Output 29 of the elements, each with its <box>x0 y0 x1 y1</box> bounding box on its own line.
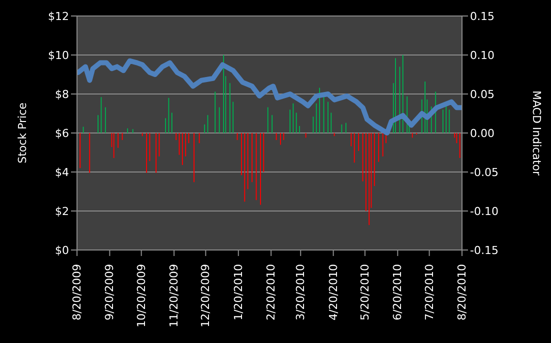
x-tick-label: 10/20/2009 <box>134 264 148 328</box>
y2-axis-title: MACD Indicator <box>530 90 544 176</box>
x-tick-label: 8/20/2009 <box>70 264 84 320</box>
x-tick-label: 12/20/2009 <box>199 264 212 328</box>
y2-tick-label: -0.10 <box>470 204 498 218</box>
y-tick-label: $6 <box>55 126 69 140</box>
x-tick-label: 4/20/2010 <box>326 264 340 320</box>
y-tick-label: $0 <box>55 244 69 257</box>
y-tick-label: $8 <box>55 88 69 101</box>
y-tick-label: $10 <box>48 48 69 62</box>
y-tick-label: $12 <box>48 10 69 23</box>
x-tick-label: 1/20/2010 <box>232 264 245 320</box>
x-tick-label: 2/20/2010 <box>264 264 278 320</box>
y2-tick-label: -0.15 <box>470 244 498 257</box>
y2-tick-label: 0.10 <box>470 48 494 62</box>
y-axis-title: Stock Price <box>16 102 29 164</box>
x-tick-label: 5/20/2010 <box>358 264 372 320</box>
y2-tick-label: 0.05 <box>470 88 494 101</box>
y2-tick-label: 0.15 <box>470 10 494 23</box>
y2-tick-label: 0.00 <box>470 126 494 140</box>
y-tick-label: $4 <box>55 166 69 179</box>
x-tick-label: 6/20/2010 <box>391 264 404 320</box>
x-tick-label: 11/20/2009 <box>168 264 181 328</box>
x-tick-label: 7/20/2010 <box>422 264 436 320</box>
y-tick-label: $2 <box>55 204 69 218</box>
x-tick-label: 3/20/2010 <box>294 264 308 320</box>
x-tick-label: 9/20/2009 <box>103 264 116 320</box>
y2-tick-label: -0.05 <box>470 166 498 179</box>
x-tick-label: 8/20/2010 <box>456 264 468 320</box>
